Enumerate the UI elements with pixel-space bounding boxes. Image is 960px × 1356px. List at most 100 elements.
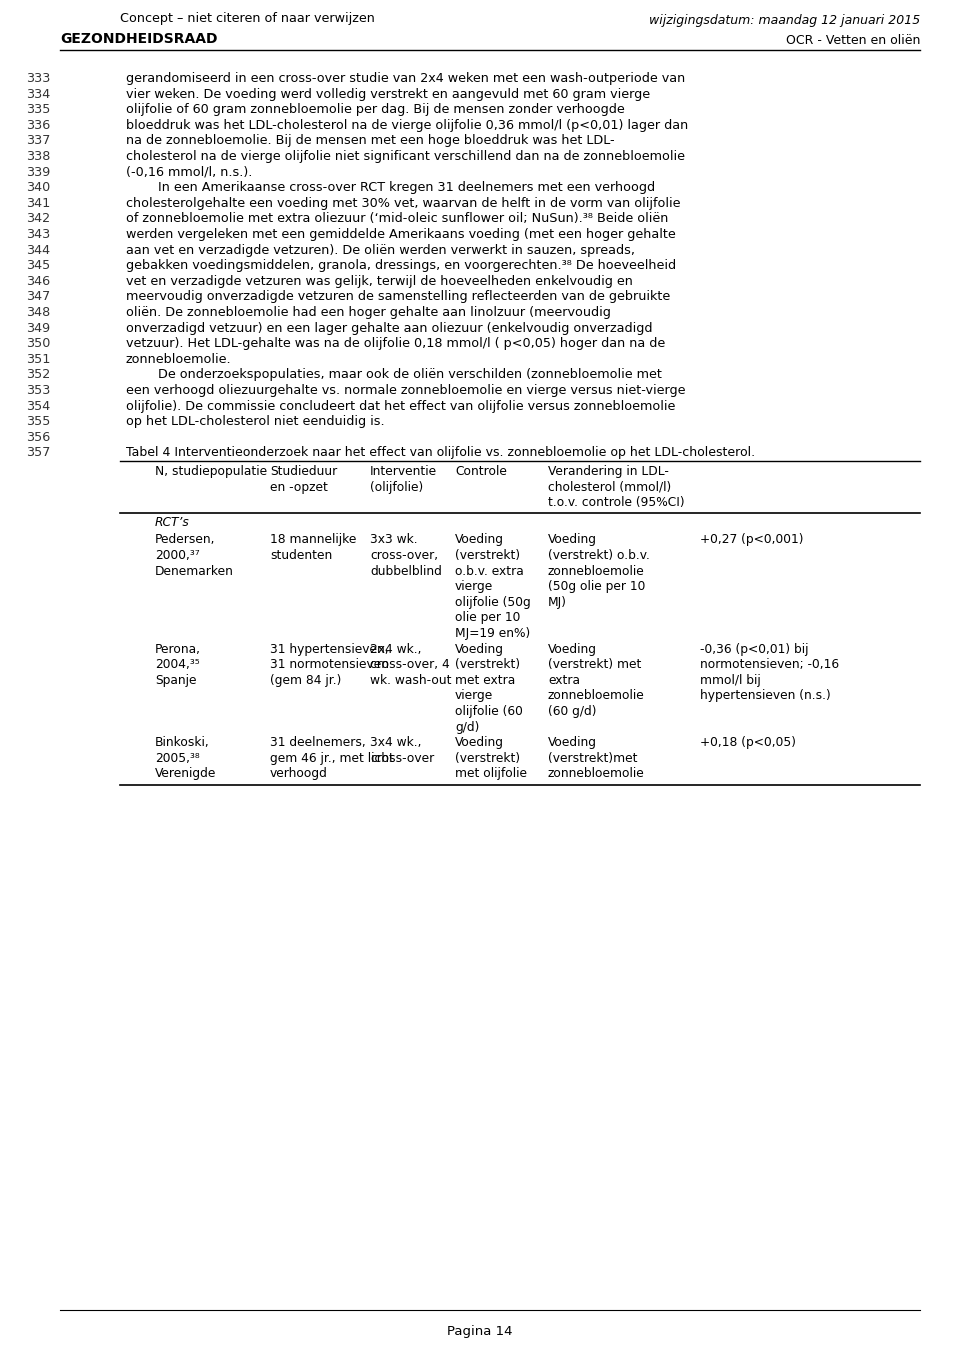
Text: 354: 354 <box>26 400 50 412</box>
Text: (gem 84 jr.): (gem 84 jr.) <box>270 674 342 686</box>
Text: cholesterol (mmol/l): cholesterol (mmol/l) <box>548 480 671 494</box>
Text: (olijfolie): (olijfolie) <box>370 480 423 494</box>
Text: 348: 348 <box>26 306 50 319</box>
Text: (50g olie per 10: (50g olie per 10 <box>548 580 645 593</box>
Text: (verstrekt) o.b.v.: (verstrekt) o.b.v. <box>548 549 650 561</box>
Text: 333: 333 <box>26 72 50 85</box>
Text: 2005,³⁸: 2005,³⁸ <box>155 751 200 765</box>
Text: cross-over: cross-over <box>370 751 434 765</box>
Text: 357: 357 <box>26 446 50 460</box>
Text: (verstrekt) met: (verstrekt) met <box>548 658 641 671</box>
Text: oliën. De zonnebloemolie had een hoger gehalte aan linolzuur (meervoudig: oliën. De zonnebloemolie had een hoger g… <box>126 306 611 319</box>
Text: 341: 341 <box>26 197 50 210</box>
Text: Concept – niet citeren of naar verwijzen: Concept – niet citeren of naar verwijzen <box>120 12 374 24</box>
Text: (verstrekt): (verstrekt) <box>455 751 520 765</box>
Text: vier weken. De voeding werd volledig verstrekt en aangevuld met 60 gram vierge: vier weken. De voeding werd volledig ver… <box>126 88 650 100</box>
Text: (verstrekt): (verstrekt) <box>455 549 520 561</box>
Text: t.o.v. controle (95%CI): t.o.v. controle (95%CI) <box>548 496 684 510</box>
Text: 352: 352 <box>26 369 50 381</box>
Text: Voeding: Voeding <box>548 736 597 750</box>
Text: 2004,³⁵: 2004,³⁵ <box>155 658 200 671</box>
Text: olijfolie of 60 gram zonnebloemolie per dag. Bij de mensen zonder verhoogde: olijfolie of 60 gram zonnebloemolie per … <box>126 103 625 117</box>
Text: 339: 339 <box>26 165 50 179</box>
Text: vetzuur). Het LDL-gehalte was na de olijfolie 0,18 mmol/l ( p<0,05) hoger dan na: vetzuur). Het LDL-gehalte was na de olij… <box>126 338 665 350</box>
Text: verhoogd: verhoogd <box>270 767 328 781</box>
Text: 335: 335 <box>26 103 50 117</box>
Text: studenten: studenten <box>270 549 332 561</box>
Text: Verenigde: Verenigde <box>155 767 216 781</box>
Text: (60 g/d): (60 g/d) <box>548 705 596 717</box>
Text: 31 deelnemers,: 31 deelnemers, <box>270 736 366 750</box>
Text: 334: 334 <box>26 88 50 100</box>
Text: wijzigingsdatum: maandag 12 januari 2015: wijzigingsdatum: maandag 12 januari 2015 <box>649 14 920 27</box>
Text: 31 hypertensieven,: 31 hypertensieven, <box>270 643 389 655</box>
Text: met olijfolie: met olijfolie <box>455 767 527 781</box>
Text: Binkoski,: Binkoski, <box>155 736 209 750</box>
Text: onverzadigd vetzuur) en een lager gehalte aan oliezuur (enkelvoudig onverzadigd: onverzadigd vetzuur) en een lager gehalt… <box>126 321 653 335</box>
Text: olijfolie). De commissie concludeert dat het effect van olijfolie versus zonnebl: olijfolie). De commissie concludeert dat… <box>126 400 676 412</box>
Text: 353: 353 <box>26 384 50 397</box>
Text: zonnebloemolie: zonnebloemolie <box>548 767 645 781</box>
Text: Denemarken: Denemarken <box>155 564 234 578</box>
Text: aan vet en verzadigde vetzuren). De oliën werden verwerkt in sauzen, spreads,: aan vet en verzadigde vetzuren). De olië… <box>126 244 635 256</box>
Text: MJ=19 en%): MJ=19 en%) <box>455 626 530 640</box>
Text: Interventie: Interventie <box>370 465 437 479</box>
Text: wk. wash-out: wk. wash-out <box>370 674 451 686</box>
Text: 3x4 wk.,: 3x4 wk., <box>370 736 421 750</box>
Text: 337: 337 <box>26 134 50 148</box>
Text: 2x4 wk.,: 2x4 wk., <box>370 643 421 655</box>
Text: gem 46 jr., met licht: gem 46 jr., met licht <box>270 751 394 765</box>
Text: Perona,: Perona, <box>155 643 201 655</box>
Text: 351: 351 <box>26 353 50 366</box>
Text: vierge: vierge <box>455 580 493 593</box>
Text: Voeding: Voeding <box>455 533 504 546</box>
Text: 355: 355 <box>26 415 50 428</box>
Text: N, studiepopulatie: N, studiepopulatie <box>155 465 267 479</box>
Text: o.b.v. extra: o.b.v. extra <box>455 564 524 578</box>
Text: GEZONDHEIDSRAAD: GEZONDHEIDSRAAD <box>60 33 218 46</box>
Text: (verstrekt)met: (verstrekt)met <box>548 751 637 765</box>
Text: 3x3 wk.: 3x3 wk. <box>370 533 418 546</box>
Text: RCT’s: RCT’s <box>155 515 190 529</box>
Text: met extra: met extra <box>455 674 516 686</box>
Text: op het LDL-cholesterol niet eenduidig is.: op het LDL-cholesterol niet eenduidig is… <box>126 415 385 428</box>
Text: (verstrekt): (verstrekt) <box>455 658 520 671</box>
Text: en -opzet: en -opzet <box>270 480 328 494</box>
Text: gebakken voedingsmiddelen, granola, dressings, en voorgerechten.³⁸ De hoeveelhei: gebakken voedingsmiddelen, granola, dres… <box>126 259 676 273</box>
Text: Voeding: Voeding <box>455 643 504 655</box>
Text: mmol/l bij: mmol/l bij <box>700 674 760 686</box>
Text: olijfolie (50g: olijfolie (50g <box>455 595 531 609</box>
Text: extra: extra <box>548 674 580 686</box>
Text: werden vergeleken met een gemiddelde Amerikaans voeding (met een hoger gehalte: werden vergeleken met een gemiddelde Ame… <box>126 228 676 241</box>
Text: een verhoogd oliezuurgehalte vs. normale zonnebloemolie en vierge versus niet-vi: een verhoogd oliezuurgehalte vs. normale… <box>126 384 685 397</box>
Text: dubbelblind: dubbelblind <box>370 564 442 578</box>
Text: 349: 349 <box>26 321 50 335</box>
Text: vet en verzadigde vetzuren was gelijk, terwijl de hoeveelheden enkelvoudig en: vet en verzadigde vetzuren was gelijk, t… <box>126 275 633 287</box>
Text: cross-over, 4: cross-over, 4 <box>370 658 449 671</box>
Text: of zonnebloemolie met extra oliezuur (‘mid-oleic sunflower oil; NuSun).³⁸ Beide : of zonnebloemolie met extra oliezuur (‘m… <box>126 213 668 225</box>
Text: 2000,³⁷: 2000,³⁷ <box>155 549 200 561</box>
Text: 336: 336 <box>26 119 50 132</box>
Text: OCR - Vetten en oliën: OCR - Vetten en oliën <box>785 34 920 47</box>
Text: Spanje: Spanje <box>155 674 197 686</box>
Text: 345: 345 <box>26 259 50 273</box>
Text: bloeddruk was het LDL-cholesterol na de vierge olijfolie 0,36 mmol/l (p<0,01) la: bloeddruk was het LDL-cholesterol na de … <box>126 119 688 132</box>
Text: 350: 350 <box>26 338 50 350</box>
Text: (-0,16 mmol/l, n.s.).: (-0,16 mmol/l, n.s.). <box>126 165 252 179</box>
Text: -0,36 (p<0,01) bij: -0,36 (p<0,01) bij <box>700 643 808 655</box>
Text: Pagina 14: Pagina 14 <box>447 1325 513 1338</box>
Text: Voeding: Voeding <box>548 643 597 655</box>
Text: hypertensieven (n.s.): hypertensieven (n.s.) <box>700 689 830 702</box>
Text: 338: 338 <box>26 151 50 163</box>
Text: cholesterolgehalte een voeding met 30% vet, waarvan de helft in de vorm van olij: cholesterolgehalte een voeding met 30% v… <box>126 197 681 210</box>
Text: 344: 344 <box>26 244 50 256</box>
Text: normotensieven; -0,16: normotensieven; -0,16 <box>700 658 839 671</box>
Text: cross-over,: cross-over, <box>370 549 438 561</box>
Text: Studieduur: Studieduur <box>270 465 337 479</box>
Text: MJ): MJ) <box>548 595 567 609</box>
Text: 18 mannelijke: 18 mannelijke <box>270 533 356 546</box>
Text: olijfolie (60: olijfolie (60 <box>455 705 523 717</box>
Text: cholesterol na de vierge olijfolie niet significant verschillend dan na de zonne: cholesterol na de vierge olijfolie niet … <box>126 151 685 163</box>
Text: Voeding: Voeding <box>548 533 597 546</box>
Text: 31 normotensieven: 31 normotensieven <box>270 658 389 671</box>
